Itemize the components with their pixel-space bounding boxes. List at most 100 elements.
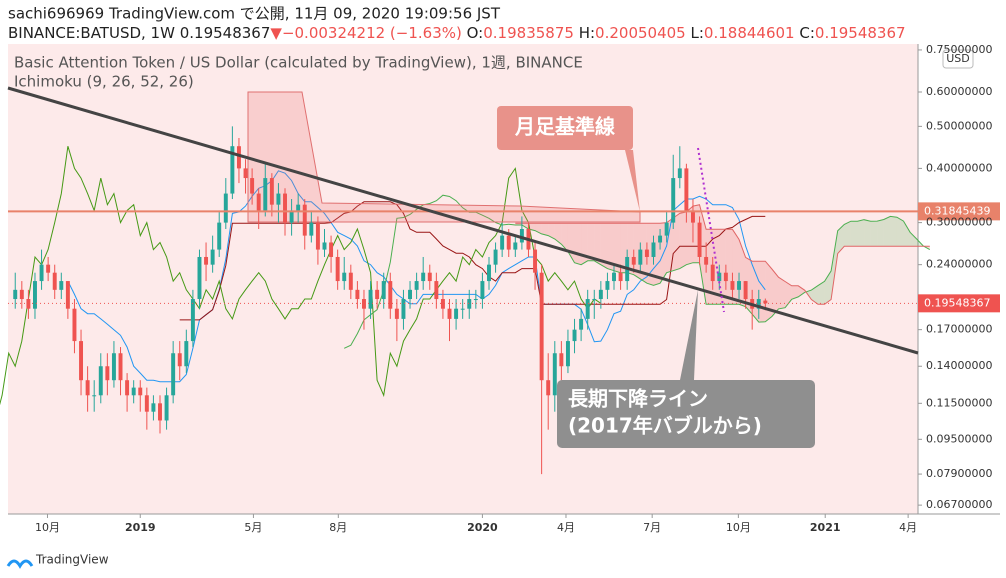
x-tick-label: 7月 [643,521,661,534]
last-price: 0.19548367 [180,24,271,42]
candle-body [111,353,116,381]
candle-body [355,289,360,300]
x-tick-label: 4月 [899,521,917,534]
candle-body [375,289,380,300]
candle-body [690,210,695,223]
candle-body [335,256,340,282]
cloud-segment [541,223,549,236]
candle-body [467,299,472,309]
cloud-segment [817,281,825,305]
candle-body [204,256,209,265]
candle-body [559,353,564,367]
cloud-segment [646,223,654,286]
cloud-segment [831,230,838,300]
candle-body [546,380,551,396]
x-tick-label: 2020 [467,521,498,534]
currency-button[interactable] [942,49,974,69]
cloud-segment [614,223,621,273]
candle-body [651,242,656,257]
cloud-segment [587,223,595,261]
candle-body [263,178,268,211]
cloud-segment [877,219,884,247]
candle-body [296,204,301,211]
close: 0.19548367 [815,24,906,42]
candle-body [197,256,202,300]
y-tick-label: 0.11500000 [926,396,992,409]
cloud-segment [910,232,917,247]
callout-pointer [680,290,698,380]
candle-body [756,299,761,309]
cloud-segment [870,221,878,247]
currency[interactable]: USD [946,52,970,65]
cloud-segment [811,285,818,305]
o-label: O: [467,24,484,42]
x-tick-label: 2019 [125,521,156,534]
candle-body [309,222,314,236]
trend-line [7,86,919,355]
candle-body [572,329,577,342]
candle-body [250,178,255,194]
candle-body [217,222,222,250]
candle-body [579,318,584,330]
candle-body [98,366,103,396]
chart-title: Basic Attention Token / US Dollar (calcu… [14,54,583,72]
candle-body [763,300,768,304]
candle-body [440,299,445,309]
candle-body [394,308,399,319]
candle-body [480,281,485,300]
candle-body [59,281,64,290]
candle-body [381,281,386,300]
logo [6,559,34,569]
chikou-line [0,146,602,406]
candle-body [85,380,90,396]
cloud-segment [765,261,772,322]
candle-body [361,299,366,309]
cloud-segment [771,269,779,317]
cloud-segment [896,217,904,247]
candle-body [585,299,590,319]
candle-body [33,281,37,309]
monthly-kijun-zone [247,91,641,223]
candle-body [329,242,334,257]
candle-body [644,249,649,257]
candle-body [421,272,426,282]
candle-body [408,289,413,300]
candle-body [52,272,57,290]
l-label: L: [691,24,704,42]
candle-body [454,308,459,319]
candle-body [236,146,241,169]
symbol-line: BINANCE:BATUSD, 1W 0.19548367▼−0.0032421… [8,24,906,42]
cloud-segment [554,223,562,245]
candle-body [138,387,143,396]
y-tick-label: 0.17000000 [926,323,992,336]
candle-body [697,222,702,257]
candle-body [269,178,274,205]
candle-body [664,222,669,236]
candle-body [460,308,465,310]
candle-body [539,272,544,381]
candle-body [190,299,195,342]
y-tick-label: 0.40000000 [926,161,992,174]
candle-body [434,281,439,300]
y-tick-label: 0.30000000 [926,216,992,229]
candle-body [447,308,452,319]
callout-box [497,106,633,150]
callout-text: 長期下降ライン [568,387,708,411]
change-arrow: ▼ [270,24,282,42]
cloud-segment [844,221,851,247]
candle-body [519,229,524,243]
candle-body [710,264,715,282]
cloud-segment [791,285,799,300]
cloud-segment [778,277,786,309]
x-tick-label: 10月 [726,521,751,534]
candle-body [223,193,228,223]
cloud-segment [561,223,568,252]
candle-body [46,264,51,273]
candle-body [427,272,432,282]
candle-body [177,353,182,367]
candle-body [184,341,189,367]
callout-text: (2017年バブルから) [568,414,762,438]
candle-body [638,249,643,265]
candle-body [65,281,70,309]
cloud-segment [725,229,733,305]
